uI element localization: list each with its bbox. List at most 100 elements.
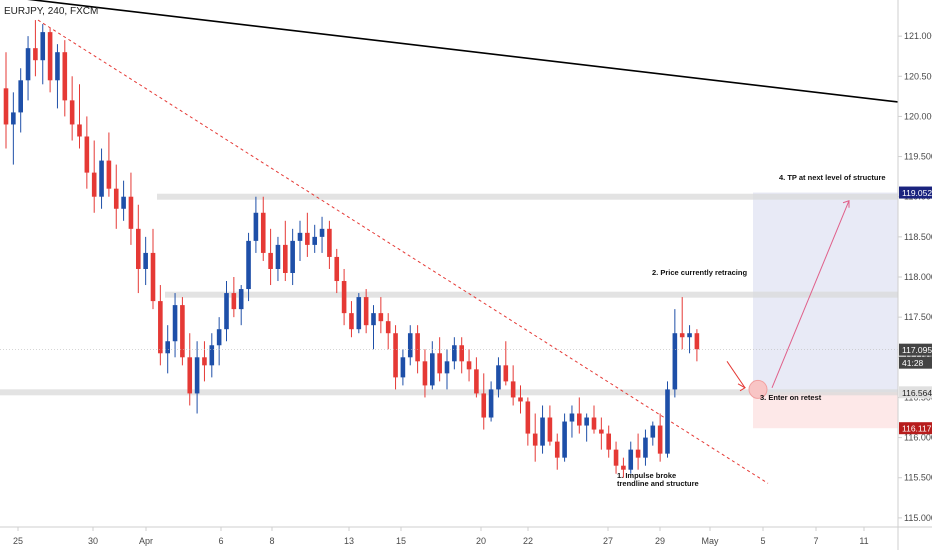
time-tick-label: 22 [523, 536, 533, 546]
trendlines [27, 0, 899, 484]
candle-body [400, 357, 406, 378]
candle-body [407, 333, 413, 358]
candle-body [55, 52, 60, 81]
annotation-impulse-line2: trendline and structure [617, 479, 699, 488]
candle-body [113, 188, 119, 209]
candle-body [481, 393, 487, 418]
candle-body [518, 397, 523, 402]
price-tag-label: 119.052 [902, 188, 932, 198]
candle-body [437, 353, 442, 374]
candle-body [569, 413, 575, 422]
price-tick-label: 121.000 [904, 31, 932, 41]
candle-body [47, 32, 53, 81]
time-axis[interactable]: 25 30 Apr 6 8 13 15 20 22 27 29 May 5 7 11 [13, 527, 869, 546]
candle-body [275, 244, 281, 269]
candle-body [650, 425, 656, 438]
candle-body [621, 465, 626, 470]
candle-body [238, 289, 244, 310]
trade-drawings [0, 200, 898, 399]
candle-body [187, 357, 193, 394]
candle-body [268, 252, 273, 269]
dashed-downtrend-line [37, 19, 769, 484]
candle-body [341, 281, 347, 314]
candle-body [136, 228, 141, 269]
candle-body [334, 256, 340, 282]
price-tick-label: 116.000 [904, 433, 932, 443]
price-tags: 119.052 117.095 41:28 116.564 116.117 [899, 186, 932, 435]
time-tick-label: 29 [655, 536, 665, 546]
candle-body [319, 228, 325, 237]
price-tag-label: 116.564 [902, 388, 932, 398]
price-tick-label: 115.500 [904, 473, 932, 483]
candle-body [547, 417, 553, 442]
candle-body [305, 232, 310, 245]
candle-body [246, 240, 251, 290]
candle-body [3, 88, 9, 125]
candle-body [628, 449, 634, 470]
candle-body [356, 297, 362, 330]
time-tick-label: 8 [269, 536, 274, 546]
candle-body [532, 433, 538, 446]
candle-body [91, 172, 97, 197]
candle-body [584, 417, 589, 426]
time-tick-label: May [701, 536, 719, 546]
candle-body [643, 437, 648, 458]
candle-body [297, 232, 303, 241]
price-tag-box [899, 186, 932, 199]
structure-level [157, 193, 898, 200]
candle-body [422, 361, 428, 386]
candle-body [694, 333, 700, 350]
candle-body [496, 365, 501, 390]
candle-body [150, 252, 156, 302]
candle-body [121, 196, 126, 209]
annotation-take-profit: 4. TP at next level of structure [779, 173, 886, 182]
candle-body [393, 333, 398, 378]
candle-body [194, 357, 200, 394]
candle-body [679, 333, 685, 338]
candle-body [143, 252, 148, 269]
candle-body [18, 80, 23, 113]
time-tick-label: 25 [13, 536, 23, 546]
candle-body [385, 321, 391, 334]
candle-body [69, 100, 75, 125]
symbol-title: EURJPY, 240, FXCM [4, 6, 98, 17]
candle-body [430, 353, 435, 386]
candle-body [459, 345, 464, 362]
price-tag-box [899, 343, 932, 356]
candle-body [77, 124, 82, 137]
price-tick-label: 119.500 [904, 152, 932, 162]
price-tick-label: 120.500 [904, 71, 932, 81]
candle-body [687, 333, 692, 338]
long-term-trendline [27, 0, 899, 103]
candle-body [283, 244, 288, 273]
candle-body [25, 48, 31, 81]
candle-body [444, 361, 450, 374]
candle-body [665, 389, 670, 454]
candle-body [209, 345, 215, 366]
candle-body [591, 417, 597, 430]
price-tag-label: 117.095 [902, 345, 932, 355]
candle-body [525, 401, 531, 434]
retrace-arrow [726, 361, 746, 389]
candle-body [84, 136, 90, 173]
structure-level [165, 291, 898, 298]
candle-body [99, 160, 104, 197]
candle-body [106, 160, 112, 189]
candle-body [165, 341, 170, 354]
annotation-impulse-line1: 1. Impulse broke [617, 471, 676, 480]
candle-body [253, 212, 259, 241]
price-tick-label: 118.500 [904, 232, 932, 242]
price-tag-box [899, 422, 932, 435]
candle-body [180, 305, 185, 358]
candle-body [371, 313, 376, 326]
candle-body [128, 196, 134, 229]
time-tick-label: Apr [139, 536, 153, 546]
candle-body [11, 112, 16, 125]
candle-body [158, 301, 163, 354]
retrace-arrow-head [737, 383, 746, 392]
candle-body [349, 313, 354, 330]
candle-body [415, 333, 420, 362]
time-tick-label: 7 [813, 536, 818, 546]
candle-body [172, 305, 178, 342]
